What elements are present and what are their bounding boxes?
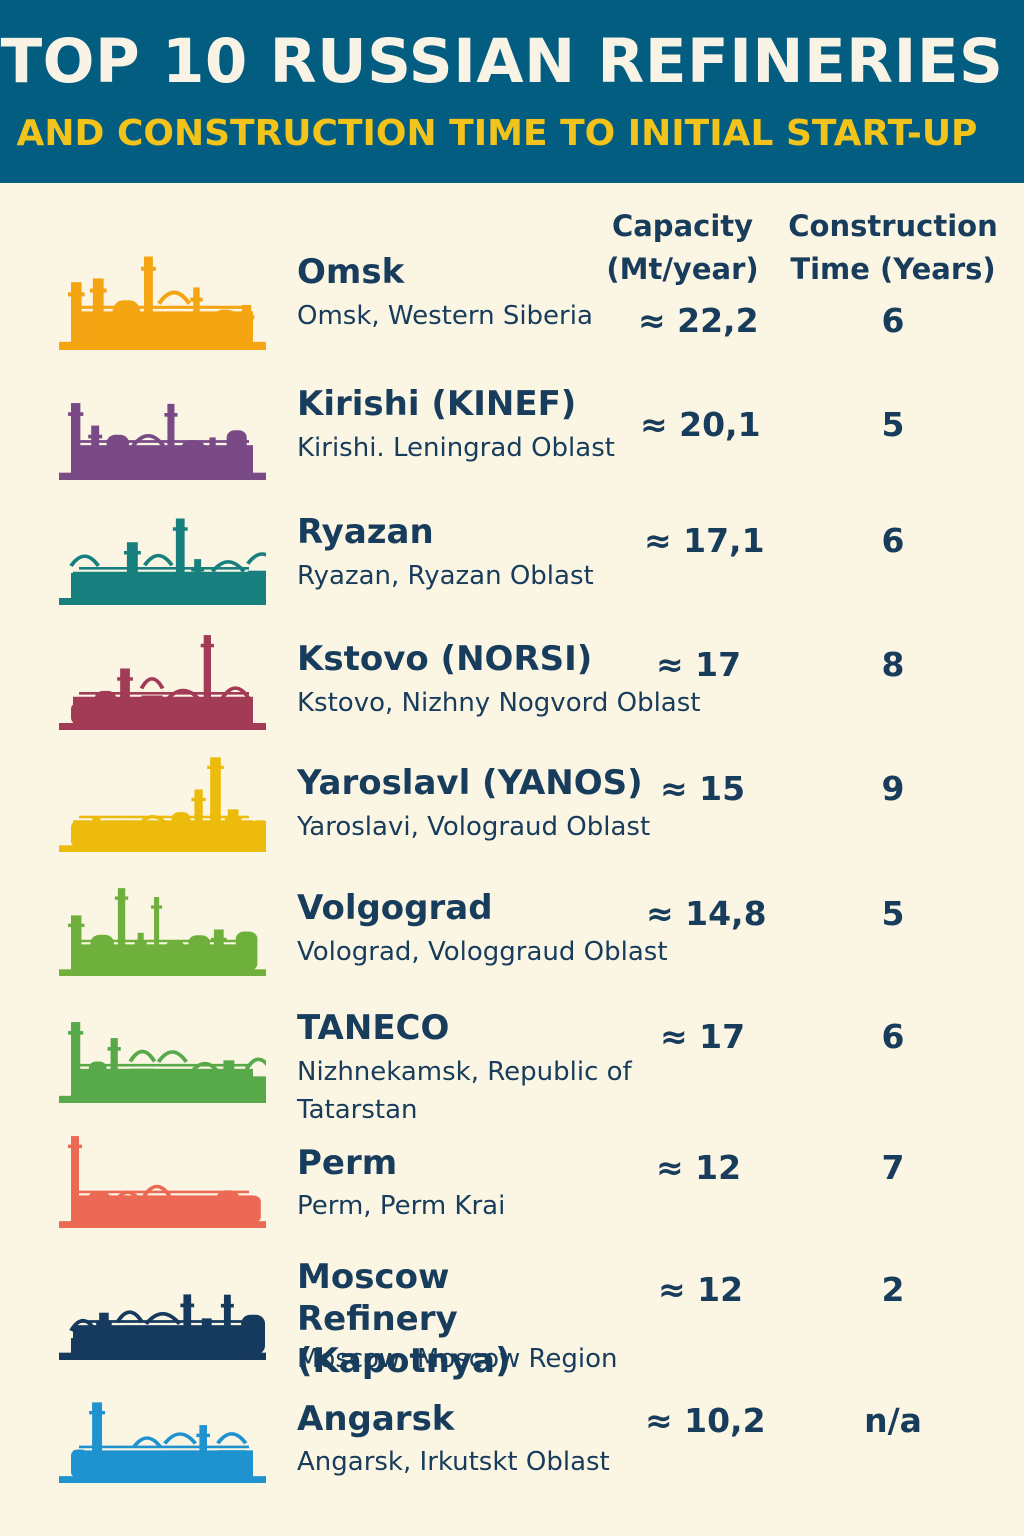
refinery-location: Ryazan, Ryazan Oblast — [297, 561, 594, 591]
refinery-silhouette-icon — [59, 625, 266, 730]
refinery-silhouette-icon — [59, 500, 266, 605]
refinery-location: Angarsk, Irkutskt Oblast — [297, 1447, 610, 1477]
construction-column-header: Construction Time (Years) — [788, 205, 998, 291]
refinery-location: Kirishi. Leningrad Oblast — [297, 433, 615, 463]
refinery-silhouette-icon — [59, 1380, 266, 1483]
refinery-capacity: ≈ 12 — [656, 1148, 742, 1187]
refinery-location: Nizhnekamsk, Republic of Tatarstan — [297, 1057, 632, 1125]
refinery-silhouette-icon — [59, 370, 266, 480]
refinery-construction-time: 5 — [881, 405, 905, 444]
refinery-name: Volgograd — [297, 888, 493, 928]
refinery-capacity: ≈ 17 — [660, 1017, 746, 1056]
capacity-header-line1: Capacity — [611, 209, 754, 243]
header-banner: TOP 10 RUSSIAN REFINERIES AND CONSTRUCTI… — [0, 0, 1024, 183]
refinery-location: Moscow, Moscow Region — [297, 1344, 618, 1374]
refinery-capacity: ≈ 15 — [660, 769, 746, 808]
refinery-silhouette-icon — [59, 228, 266, 350]
refinery-construction-time: 2 — [881, 1270, 905, 1309]
refinery-silhouette-icon — [59, 1125, 266, 1228]
refinery-name: Kstovo (NORSI) — [297, 639, 593, 679]
refinery-construction-time: 6 — [881, 301, 905, 340]
refinery-capacity: ≈ 10,2 — [645, 1401, 766, 1440]
refinery-silhouette-icon — [59, 1250, 266, 1360]
refinery-construction-time: 9 — [881, 769, 905, 808]
refinery-construction-time: n/a — [864, 1401, 922, 1440]
capacity-column-header: Capacity (Mt/year) — [600, 205, 765, 291]
refinery-name: TANECO — [297, 1008, 450, 1048]
refinery-location: Yaroslavi, Volograud Oblast — [297, 812, 651, 842]
refinery-silhouette-icon — [59, 995, 266, 1103]
refinery-location: Volograd, Vologgraud Oblast — [297, 937, 668, 967]
refinery-capacity: ≈ 17 — [656, 645, 742, 684]
refinery-name: Moscow Refinery (Kapotnya) — [297, 1256, 637, 1382]
refinery-name: Kirishi (KINEF) — [297, 384, 577, 424]
page-subtitle: AND CONSTRUCTION TIME TO INITIAL START-U… — [16, 113, 978, 154]
refinery-name: Angarsk — [297, 1399, 455, 1439]
refinery-name: Perm — [297, 1143, 398, 1183]
refinery-construction-time: 6 — [881, 1017, 905, 1056]
construction-header-line1: Construction — [788, 209, 998, 243]
refinery-name-text: Moscow Refinery (Kapotnya) — [297, 1257, 511, 1381]
refinery-construction-time: 6 — [881, 521, 905, 560]
page-title: TOP 10 RUSSIAN REFINERIES — [0, 26, 1004, 97]
refinery-capacity: ≈ 20,1 — [640, 405, 761, 444]
refinery-silhouette-icon — [59, 876, 266, 976]
refinery-capacity: ≈ 22,2 — [638, 301, 759, 340]
refinery-location: Kstovo, Nizhny Nogvord Oblast — [297, 688, 701, 718]
refinery-capacity: ≈ 14,8 — [646, 894, 767, 933]
refinery-name: Ryazan — [297, 512, 434, 552]
refinery-construction-time: 8 — [881, 645, 905, 684]
refinery-construction-time: 5 — [881, 894, 905, 933]
refinery-capacity: ≈ 17,1 — [644, 521, 765, 560]
refinery-capacity: ≈ 12 — [658, 1270, 744, 1309]
construction-header-line2: Time (Years) — [790, 252, 996, 286]
refinery-location: Omsk, Western Siberia — [297, 301, 593, 331]
refinery-silhouette-icon — [59, 752, 266, 852]
capacity-header-line2: (Mt/year) — [606, 252, 759, 286]
refinery-location: Perm, Perm Krai — [297, 1191, 506, 1221]
refinery-construction-time: 7 — [881, 1148, 905, 1187]
refinery-name: Yaroslavl (YANOS) — [297, 763, 643, 803]
refinery-name: Omsk — [297, 252, 405, 292]
